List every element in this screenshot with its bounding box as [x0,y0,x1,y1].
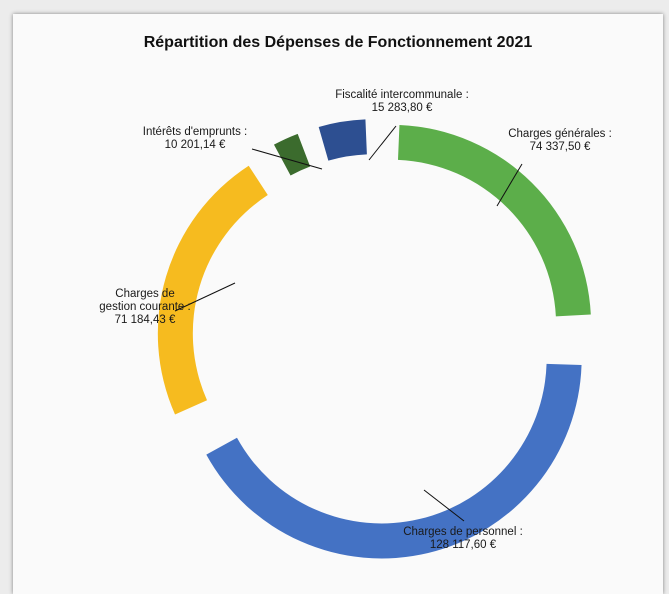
slice-label-line: 71 184,43 € [115,314,176,326]
slice-label-5: Fiscalité intercommunale :15 283,80 € [335,89,469,114]
leader-line-2 [423,489,465,522]
slice-label-2: Charges de personnel :128 117,60 € [403,526,523,551]
donut-slice-2 [206,363,582,559]
slice-label-3: Charges de gestion courante :71 184,43 € [99,288,190,326]
slice-label-line: Fiscalité intercommunale : [335,89,469,101]
chart-title: Répartition des Dépenses de Fonctionneme… [143,34,533,51]
chart-card: Répartition des Dépenses de Fonctionneme… [13,14,663,594]
slice-label-line: 10 201,14 € [165,139,226,151]
donut-slice-3 [157,165,268,415]
slice-label-line: 128 117,60 € [430,539,497,551]
slice-label-line: Charges générales : [508,128,612,140]
leader-line-3 [174,282,236,312]
donut-slice-1 [397,124,591,317]
slice-label-1: Charges générales :74 337,50 € [508,128,612,153]
donut-slice-5 [318,119,367,161]
leader-line-1 [496,163,523,207]
slice-label-line: Intérêts d'emprunts : [143,126,247,138]
slice-label-line: Charges de personnel : [403,526,523,538]
slice-label-line: 74 337,50 € [530,141,591,153]
leader-line-4 [251,148,323,170]
slice-label-4: Intérêts d'emprunts :10 201,14 € [143,126,247,151]
slice-label-line: gestion courante : [99,301,190,313]
donut-slice-4 [273,133,311,176]
slice-label-line: 15 283,80 € [372,102,433,114]
slice-label-line: Charges de [115,288,174,300]
leader-line-5 [368,125,397,161]
